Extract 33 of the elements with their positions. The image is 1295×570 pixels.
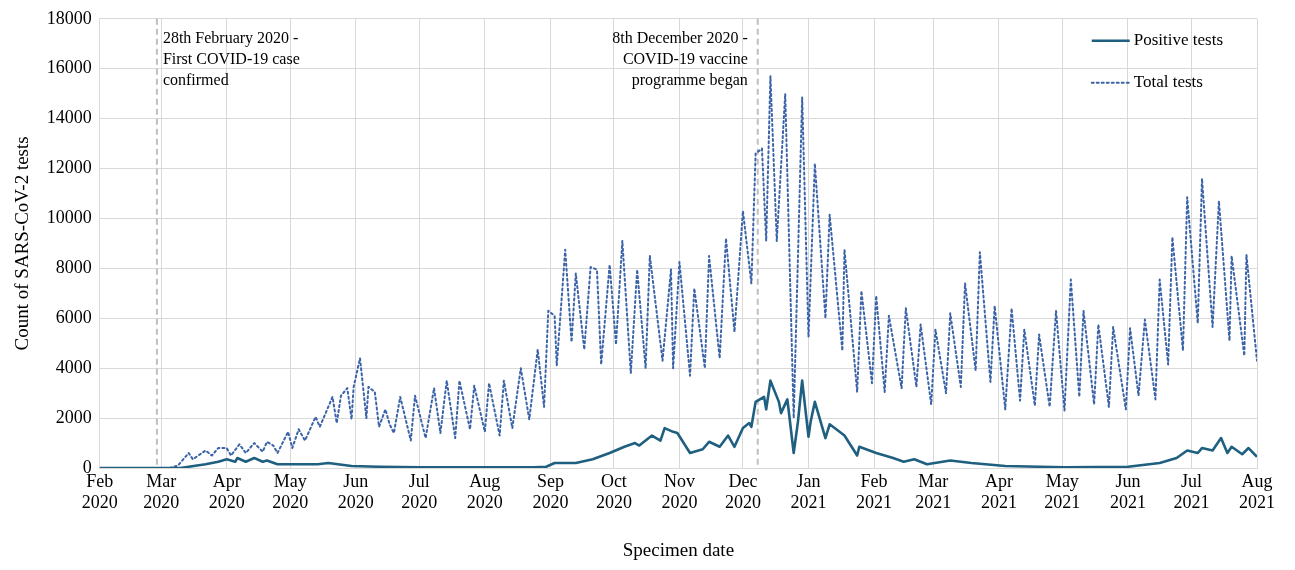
- x-tick-label: Oct 2020: [595, 470, 632, 513]
- x-tick-label: May 2020: [272, 470, 309, 513]
- y-tick-label: 4000: [55, 356, 92, 377]
- x-tick-label: Aug 2020: [466, 470, 503, 513]
- y-tick-label: 16000: [46, 57, 92, 78]
- x-tick-label: Dec 2020: [724, 470, 761, 513]
- x-tick-label: Nov 2020: [661, 470, 698, 513]
- x-tick-label: Feb 2021: [856, 470, 893, 513]
- x-tick-label: Mar 2020: [143, 470, 180, 513]
- ref-line-label: 28th February 2020 - First COVID-19 case confirmed: [162, 29, 300, 88]
- x-tick-label: Jun 2020: [337, 470, 374, 513]
- x-tick-label: May 2021: [1044, 470, 1081, 513]
- x-tick-label: Apr 2021: [980, 470, 1017, 513]
- x-tick-label: Jan 2021: [790, 470, 827, 513]
- legend-label: Positive tests: [1133, 30, 1224, 50]
- x-tick-label: Jun 2021: [1109, 470, 1146, 513]
- y-tick-label: 12000: [46, 157, 92, 178]
- y-tick-label: 8000: [55, 257, 92, 278]
- y-tick-label: 2000: [55, 406, 92, 427]
- x-tick-label: Aug 2021: [1239, 470, 1275, 513]
- x-axis-title: Specimen date: [622, 538, 735, 560]
- legend-label: Total tests: [1133, 72, 1203, 92]
- x-tick-label: Apr 2020: [208, 470, 245, 513]
- x-tick-label: Jul 2021: [1173, 470, 1210, 513]
- ref-line-label: 8th December 2020 - COVID-19 vaccine programme began: [612, 29, 748, 89]
- y-tick-label: 14000: [46, 107, 92, 128]
- x-tick-label: Mar 2021: [915, 470, 952, 513]
- x-tick-label: Sep 2020: [532, 470, 569, 513]
- y-axis-title: Count of SARS-CoV-2 tests: [11, 136, 33, 351]
- y-tick-label: 10000: [46, 207, 92, 228]
- x-tick-label: Jul 2020: [401, 470, 438, 513]
- y-tick-label: 18000: [46, 7, 92, 28]
- y-tick-label: 6000: [55, 307, 92, 327]
